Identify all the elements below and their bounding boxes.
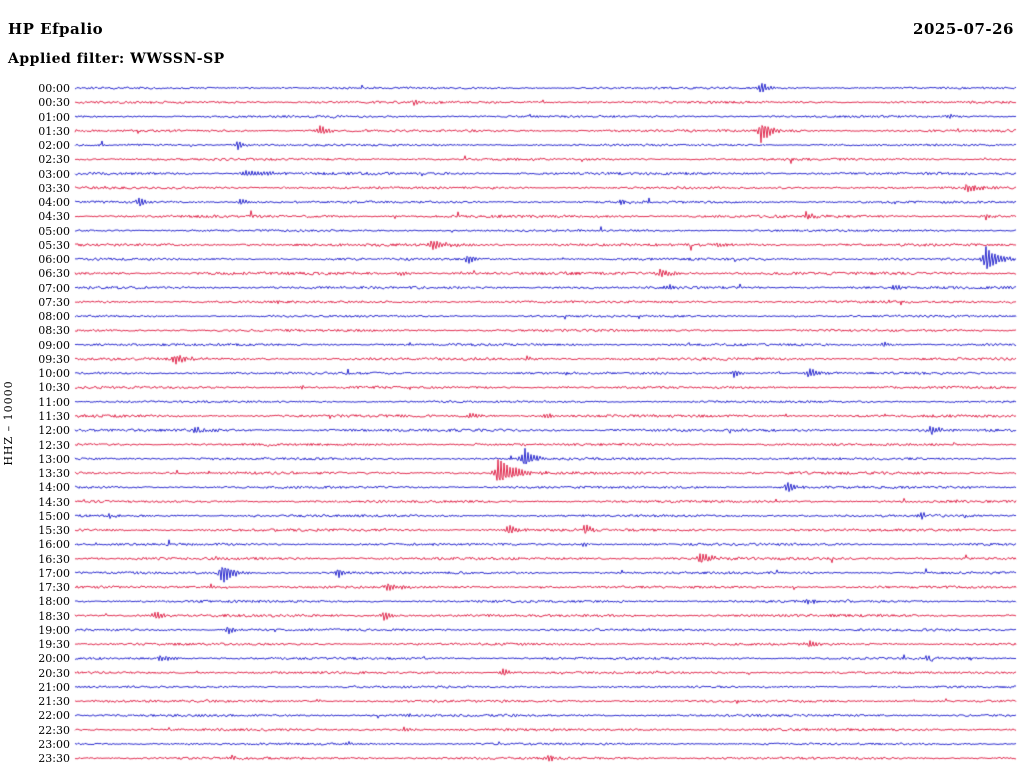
time-label: 17:30 <box>38 581 70 595</box>
time-label: 14:30 <box>38 495 70 509</box>
time-label: 02:00 <box>38 139 70 153</box>
time-label: 10:00 <box>38 367 70 381</box>
time-label: 19:30 <box>38 638 70 652</box>
time-label: 16:30 <box>38 552 70 566</box>
time-label: 20:30 <box>38 666 70 680</box>
time-label: 03:30 <box>38 181 70 195</box>
time-label: 00:30 <box>38 96 70 110</box>
time-label: 18:00 <box>38 595 70 609</box>
time-label: 05:00 <box>38 224 70 238</box>
time-label: 20:00 <box>38 652 70 666</box>
time-label: 21:00 <box>38 680 70 694</box>
time-label: 07:30 <box>38 295 70 309</box>
time-label: 17:00 <box>38 566 70 580</box>
time-label: 23:00 <box>38 737 70 751</box>
time-label: 11:00 <box>38 395 70 409</box>
time-label: 18:30 <box>38 609 70 623</box>
time-label: 22:30 <box>38 723 70 737</box>
time-label: 13:30 <box>38 467 70 481</box>
time-label: 12:30 <box>38 438 70 452</box>
time-label: 12:00 <box>38 424 70 438</box>
time-label: 03:00 <box>38 167 70 181</box>
time-label: 06:30 <box>38 267 70 281</box>
time-label: 22:00 <box>38 709 70 723</box>
time-label: 05:30 <box>38 238 70 252</box>
time-label: 09:00 <box>38 338 70 352</box>
time-labels: 00:00 00:30 01:00 01:30 02:00 02:30 03:00 03:30… <box>0 0 70 780</box>
time-label: 23:30 <box>38 752 70 766</box>
time-label: 08:00 <box>38 310 70 324</box>
time-label: 14:00 <box>38 481 70 495</box>
time-label: 01:30 <box>38 124 70 138</box>
time-label: 19:00 <box>38 623 70 637</box>
time-label: 10:30 <box>38 381 70 395</box>
time-label: 08:30 <box>38 324 70 338</box>
time-label: 09:30 <box>38 352 70 366</box>
time-label: 07:00 <box>38 281 70 295</box>
time-label: 04:30 <box>38 210 70 224</box>
time-label: 15:00 <box>38 509 70 523</box>
time-label: 01:00 <box>38 110 70 124</box>
time-label: 06:00 <box>38 253 70 267</box>
time-label: 02:30 <box>38 153 70 167</box>
time-label: 13:00 <box>38 452 70 466</box>
time-label: 04:00 <box>38 196 70 210</box>
time-label: 00:00 <box>38 82 70 95</box>
time-label: 11:30 <box>38 409 70 423</box>
time-label: 15:30 <box>38 524 70 538</box>
time-label: 16:00 <box>38 538 70 552</box>
time-label: 21:30 <box>38 695 70 709</box>
